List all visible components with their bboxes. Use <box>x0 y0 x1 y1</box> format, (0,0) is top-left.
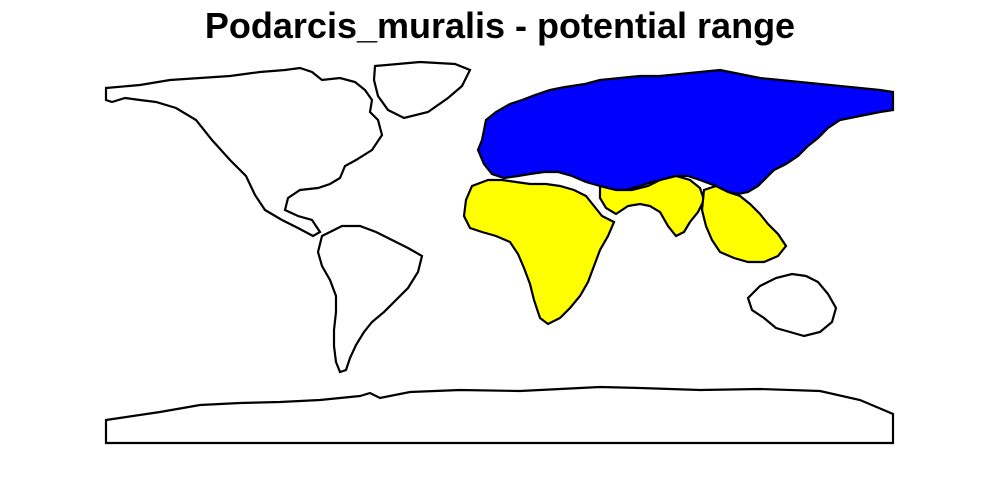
region-greenland <box>372 60 472 120</box>
region-antarctica <box>104 385 895 445</box>
region-africa <box>462 178 616 326</box>
region-north-america <box>104 66 384 238</box>
region-south-asia <box>598 174 706 238</box>
map-title: Podarcis_muralis - potential range <box>204 5 796 46</box>
region-eurasia <box>476 68 895 196</box>
region-south-america <box>316 224 424 374</box>
region-southeast-asia <box>700 184 788 264</box>
region-australia <box>746 272 838 338</box>
